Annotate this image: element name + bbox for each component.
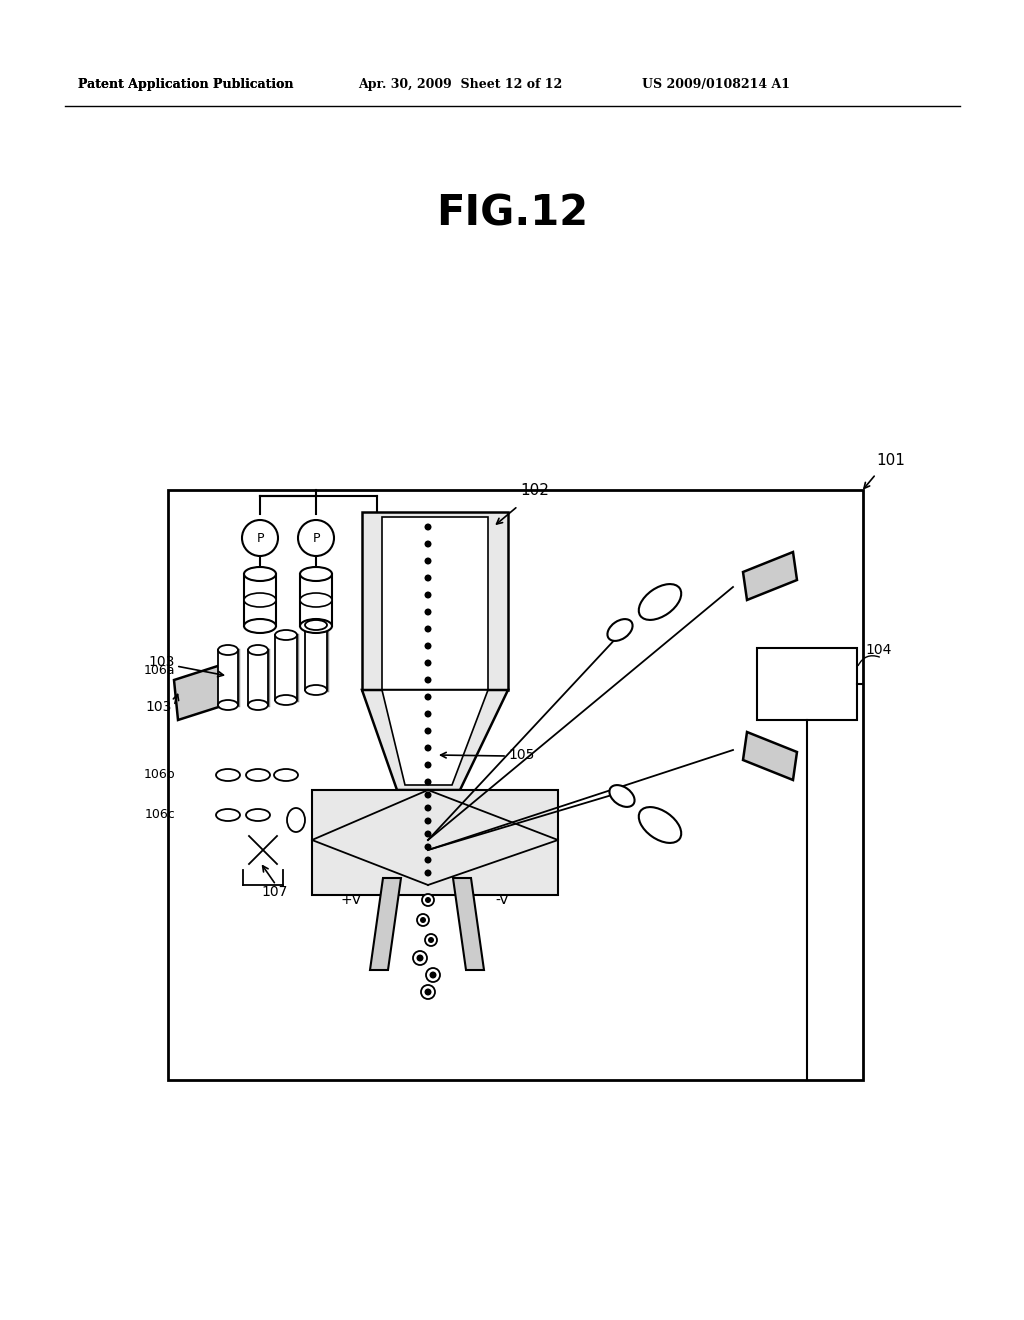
Ellipse shape: [300, 568, 332, 581]
Text: 106c: 106c: [144, 808, 175, 821]
Ellipse shape: [275, 630, 297, 640]
Ellipse shape: [248, 645, 268, 655]
Ellipse shape: [244, 568, 276, 581]
Circle shape: [422, 894, 434, 906]
Circle shape: [425, 710, 431, 718]
Polygon shape: [362, 690, 508, 789]
Text: 102: 102: [520, 483, 549, 498]
Circle shape: [425, 898, 431, 903]
Ellipse shape: [607, 619, 633, 642]
Circle shape: [425, 626, 431, 632]
Text: US 2009/0108214 A1: US 2009/0108214 A1: [642, 78, 790, 91]
Bar: [362, 512, 508, 690]
Circle shape: [425, 540, 431, 548]
Ellipse shape: [244, 593, 276, 607]
Text: 101: 101: [876, 453, 905, 469]
Circle shape: [242, 520, 278, 556]
Ellipse shape: [300, 619, 332, 634]
Circle shape: [425, 817, 431, 825]
Text: 104: 104: [865, 643, 891, 657]
Text: 106b: 106b: [143, 768, 175, 781]
Circle shape: [425, 676, 431, 684]
Polygon shape: [743, 733, 797, 780]
Ellipse shape: [275, 696, 297, 705]
Ellipse shape: [246, 770, 270, 781]
Circle shape: [417, 954, 424, 961]
Text: Patent Application Publication: Patent Application Publication: [78, 78, 294, 91]
Polygon shape: [368, 789, 488, 890]
Ellipse shape: [639, 583, 681, 620]
Polygon shape: [370, 878, 401, 970]
Circle shape: [425, 643, 431, 649]
Circle shape: [425, 870, 431, 876]
Circle shape: [425, 857, 431, 863]
Circle shape: [425, 762, 431, 768]
Ellipse shape: [216, 809, 240, 821]
Circle shape: [425, 660, 431, 667]
Circle shape: [429, 972, 436, 978]
Text: 103: 103: [148, 655, 175, 669]
Ellipse shape: [248, 700, 268, 710]
Circle shape: [421, 985, 435, 999]
Text: FIG.12: FIG.12: [436, 191, 588, 234]
Circle shape: [298, 520, 334, 556]
Ellipse shape: [244, 619, 276, 634]
Circle shape: [425, 804, 431, 812]
Text: P: P: [256, 532, 264, 544]
Polygon shape: [453, 878, 484, 970]
Ellipse shape: [305, 685, 327, 696]
Polygon shape: [743, 552, 797, 601]
Text: 107: 107: [262, 884, 288, 899]
Circle shape: [413, 950, 427, 965]
Text: +V: +V: [341, 894, 362, 907]
Circle shape: [426, 968, 440, 982]
Circle shape: [425, 609, 431, 615]
Ellipse shape: [305, 620, 327, 630]
Ellipse shape: [287, 808, 305, 832]
Circle shape: [425, 779, 431, 785]
Circle shape: [425, 935, 437, 946]
Circle shape: [425, 727, 431, 734]
Polygon shape: [382, 690, 488, 785]
Circle shape: [425, 574, 431, 582]
Text: Patent Application Publication: Patent Application Publication: [78, 78, 294, 91]
Circle shape: [425, 591, 431, 598]
Circle shape: [420, 917, 426, 923]
Circle shape: [425, 524, 431, 531]
Bar: [248, 649, 268, 705]
Ellipse shape: [639, 807, 681, 843]
Ellipse shape: [216, 770, 240, 781]
Bar: [312, 789, 558, 895]
Ellipse shape: [609, 785, 635, 807]
Bar: [757, 648, 857, 719]
Text: 103: 103: [145, 700, 172, 714]
Circle shape: [425, 557, 431, 565]
Circle shape: [428, 937, 434, 942]
Bar: [382, 517, 488, 690]
Bar: [168, 490, 863, 1080]
Text: P: P: [312, 532, 319, 544]
Text: -V: -V: [495, 894, 509, 907]
Bar: [300, 574, 332, 626]
Ellipse shape: [246, 809, 270, 821]
Circle shape: [425, 693, 431, 701]
Circle shape: [425, 843, 431, 850]
Bar: [218, 649, 238, 705]
Circle shape: [425, 989, 431, 995]
Ellipse shape: [218, 645, 238, 655]
Bar: [244, 574, 276, 626]
Circle shape: [425, 830, 431, 837]
Circle shape: [425, 744, 431, 751]
Ellipse shape: [300, 593, 332, 607]
Bar: [275, 635, 297, 700]
Polygon shape: [174, 664, 228, 719]
Text: Apr. 30, 2009  Sheet 12 of 12: Apr. 30, 2009 Sheet 12 of 12: [358, 78, 562, 91]
Circle shape: [417, 913, 429, 927]
Text: 105: 105: [508, 748, 535, 762]
Text: 106a: 106a: [143, 664, 175, 676]
Ellipse shape: [274, 770, 298, 781]
Ellipse shape: [218, 700, 238, 710]
Circle shape: [425, 792, 431, 799]
Bar: [305, 624, 327, 690]
